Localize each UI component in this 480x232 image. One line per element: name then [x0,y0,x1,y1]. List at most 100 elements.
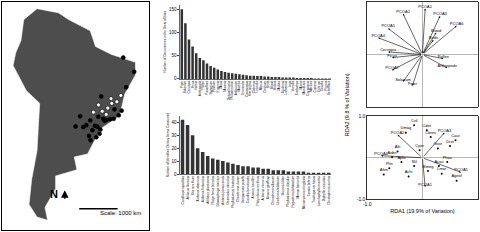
svg-text:Schefflera: Schefflera [327,81,331,96]
svg-text:PCOA6: PCOA6 [450,21,464,26]
svg-text:PCOA1: PCOA1 [418,182,432,187]
svg-text:Inga: Inga [288,81,292,87]
svg-text:Cecropia: Cecropia [187,81,191,94]
svg-text:Bauhinia: Bauhinia [281,81,285,94]
svg-text:Coussapoa: Coussapoa [245,81,249,97]
svg-text:Maclura: Maclura [309,81,313,93]
svg-text:Afim: Afim [380,167,389,172]
svg-text:RDA2 (9.8 % of Variation): RDA2 (9.8 % of Variation) [344,73,350,136]
svg-text:N: N [50,188,58,200]
svg-text:Dyssochroma: Dyssochroma [227,81,231,101]
svg-text:150: 150 [169,7,177,12]
svg-text:20: 20 [171,146,177,151]
svg-text:Ficus: Ficus [191,80,195,88]
svg-text:Cdor: Cdor [422,123,431,128]
svg-text:Umag: Umag [401,125,412,130]
svg-text:Number of Occurrences in the D: Number of Occurrences in the Diets of Ba… [163,11,167,73]
svg-text:Caur: Caur [451,133,460,138]
svg-text:Ficus: Ficus [387,53,397,58]
svg-text:Trachops cirrhosus: Trachops cirrhosus [312,175,316,202]
svg-text:PCOA4: PCOA4 [371,33,385,38]
svg-text:Pygoderma bilabiatum: Pygoderma bilabiatum [291,176,295,208]
svg-text:Mimon bennettii: Mimon bennettii [296,176,300,199]
svg-text:Uroderma bilobatum: Uroderma bilobatum [276,176,280,205]
svg-text:1.0: 1.0 [358,113,365,119]
svg-text:Anthurium: Anthurium [234,80,238,95]
svg-text:Cestrum: Cestrum [263,80,267,92]
svg-text:Artibeus lituratus: Artibeus lituratus [186,175,190,199]
svg-text:Chiroderma doriae: Chiroderma doriae [236,176,240,203]
svg-text:Diphylla ecaudata: Diphylla ecaudata [322,176,326,202]
svg-text:Cbrev: Cbrev [425,130,436,135]
svg-text:Ageof: Ageof [451,173,462,178]
svg-text:Arthropods: Arthropods [437,63,457,68]
svg-text:Apla: Apla [397,155,406,160]
svg-text:Ocotea: Ocotea [320,81,324,92]
svg-text:Vampyressa pusilla: Vampyressa pusilla [241,176,245,204]
svg-text:Birds: Birds [429,35,438,40]
svg-text:100: 100 [169,30,177,35]
svg-text:Vriesea: Vriesea [291,81,295,92]
svg-text:50: 50 [171,53,177,58]
svg-text:Piper: Piper [180,80,184,88]
svg-text:Number of Identified Dietary I: Number of Identified Dietary Items Consu… [166,112,170,177]
svg-text:Sturnira lilium: Sturnira lilium [191,176,195,196]
svg-text:Artibeus cinereus: Artibeus cinereus [261,175,265,200]
svg-text:PCOA3: PCOA3 [433,11,447,16]
svg-text:Terminalia: Terminalia [241,81,245,96]
svg-text:Psidium: Psidium [212,80,216,92]
svg-text:Cayaponia: Cayaponia [306,81,310,96]
svg-text:Mmeg: Mmeg [422,164,433,169]
svg-text:PCOA4: PCOA4 [374,151,388,156]
svg-text:Chrotopterus auritus: Chrotopterus auritus [327,175,331,204]
svg-text:Platyrrhinus lineatus: Platyrrhinus lineatus [211,175,215,204]
svg-text:Cvil: Cvil [411,118,418,123]
svg-text:Cper: Cper [415,143,424,148]
svg-text:Philodendron: Philodendron [230,81,234,100]
svg-text:Eugenia: Eugenia [216,81,220,93]
svg-text:Artibeus fimbriatus: Artibeus fimbriatus [201,175,205,202]
svg-text:Lmor: Lmor [437,166,447,171]
svg-text:Phyllostomus hastatus: Phyllostomus hastatus [231,175,235,207]
svg-text:Anoura caudifer: Anoura caudifer [251,175,255,198]
svg-text:Aobs: Aobs [387,150,396,155]
svg-text:PCOA7: PCOA7 [385,65,399,70]
svg-text:Myrcia: Myrcia [259,81,263,91]
svg-text:10: 10 [171,159,177,164]
svg-text:Anoura geoffroyi: Anoura geoffroyi [266,176,270,200]
svg-text:Chiroderma villosum: Chiroderma villosum [271,176,275,205]
svg-text:Miconia: Miconia [223,81,227,92]
svg-text:Syzygium: Syzygium [209,80,213,94]
svg-text:Glossophaga soricina: Glossophaga soricina [216,176,220,207]
svg-text:Prunus: Prunus [324,80,328,91]
svg-text:Desmodus rotundus: Desmodus rotundus [226,175,230,204]
svg-text:Manilkara: Manilkara [302,81,306,95]
svg-text:Micronycteris megalotis: Micronycteris megalotis [302,175,306,209]
svg-text:Morus: Morus [299,80,303,89]
svg-text:Gsor: Gsor [434,141,443,146]
svg-text:Achi: Achi [405,169,413,174]
svg-text:Artibeus obscurus: Artibeus obscurus [196,175,200,201]
svg-text:Scale: 1000 km: Scale: 1000 km [100,210,141,216]
svg-text:30: 30 [171,133,177,138]
svg-text:Clidemia: Clidemia [252,81,256,94]
svg-text:Phas: Phas [443,155,452,160]
svg-text:0: 0 [174,76,177,81]
svg-text:Carollia perspicillata: Carollia perspicillata [181,176,185,205]
svg-text:Eriobotrya: Eriobotrya [295,81,299,96]
svg-text:Hieronyma: Hieronyma [248,81,252,97]
svg-text:Piper: Piper [408,81,418,86]
svg-text:Lafoensia: Lafoensia [284,81,288,95]
svg-text:Birds: Birds [266,80,270,88]
svg-text:Rubus: Rubus [273,80,277,90]
svg-text:Sturnira tildae: Sturnira tildae [281,176,285,196]
svg-text:PCOA1: PCOA1 [418,4,432,9]
svg-text:PCOA5: PCOA5 [454,167,468,172]
svg-text:Lonchophylla mordax: Lonchophylla mordax [317,175,321,206]
svg-text:Acau: Acau [434,159,443,164]
svg-text:Passiflora: Passiflora [205,81,209,95]
svg-text:Musa: Musa [219,81,223,89]
svg-text:Plin: Plin [386,161,393,166]
svg-text:Artibeus jamaicensis: Artibeus jamaicensis [221,175,225,205]
svg-text:Cecropia: Cecropia [380,47,397,52]
